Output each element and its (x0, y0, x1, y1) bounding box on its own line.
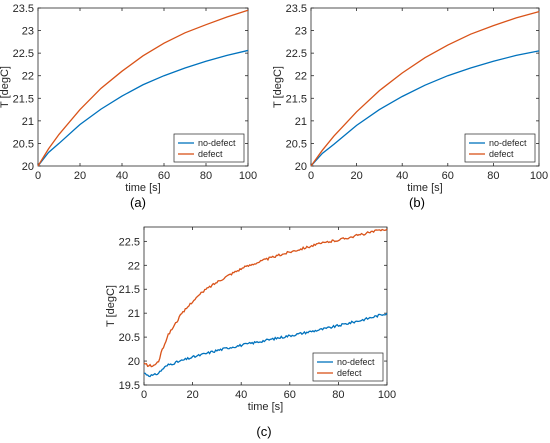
x-tick-label: 0 (35, 170, 41, 182)
y-tick-label: 22 (22, 71, 34, 83)
chart-panel-2: 0 20 40 60 80 100 19.5 20 20.5 21 21.5 22 22.5 time [… (105, 226, 396, 439)
legend-label: defect (489, 149, 514, 159)
series-line-defect (37, 9, 249, 167)
chart-panel-0: 0 20 40 60 80 1002020.52121.52222.52323.5time… (0, 3, 257, 210)
legend (312, 352, 384, 382)
y-axis-label: T [degC] (0, 66, 11, 108)
legend-label: defect (337, 368, 362, 378)
series-line-no-defect (37, 49, 249, 167)
y-tick-label: 19.5 (119, 380, 140, 392)
y-tick-label: 22 (128, 260, 140, 272)
y-tick-label: 20.5 (13, 138, 34, 150)
y-tick-label: 23.5 (286, 3, 307, 15)
x-tick-label: 100 (530, 170, 548, 182)
x-tick-label: 0 (141, 389, 147, 401)
x-tick-label: 40 (235, 389, 247, 401)
x-tick-label: 40 (116, 170, 128, 182)
y-tick-label: 20 (22, 161, 34, 173)
panel-caption: (a) (130, 195, 146, 210)
x-tick-label: 60 (284, 389, 296, 401)
x-tick-label: 80 (332, 389, 344, 401)
y-tick-label: 21 (295, 116, 307, 128)
x-tick-label: 60 (442, 170, 454, 182)
y-tick-label: 21 (128, 308, 140, 320)
x-axis-label: time [s] (407, 182, 442, 194)
y-tick-label: 23.5 (13, 3, 34, 15)
legend (173, 133, 245, 163)
y-tick-label: 20 (295, 161, 307, 173)
y-tick-label: 23 (22, 26, 34, 38)
y-tick-label: 21.5 (119, 284, 140, 296)
legend (464, 133, 536, 163)
chart-panel-1: 0 20 40 60 80 1002020.52121.52222.52323.5time… (272, 3, 548, 210)
y-tick-label: 20 (128, 356, 140, 368)
series-line-defect (310, 10, 540, 167)
legend-label: no-defect (198, 138, 236, 148)
x-tick-label: 100 (378, 389, 396, 401)
series-line-defect (143, 228, 388, 368)
legend-label: defect (198, 149, 223, 159)
panel-caption: (b) (409, 195, 425, 210)
x-axis-label: time [s] (125, 182, 160, 194)
y-axis-label: T [degC] (105, 285, 117, 327)
x-tick-label: 80 (200, 170, 212, 182)
x-tick-label: 60 (158, 170, 170, 182)
y-tick-label: 21.5 (286, 93, 307, 105)
x-axis-label: time [s] (248, 401, 283, 413)
y-tick-label: 22.5 (286, 48, 307, 60)
x-tick-label: 80 (487, 170, 499, 182)
x-tick-label: 0 (308, 170, 314, 182)
panel-caption: (c) (256, 424, 271, 439)
y-tick-label: 23 (295, 26, 307, 38)
legend-label: no-defect (337, 357, 375, 367)
x-tick-label: 20 (186, 389, 198, 401)
y-tick-label: 20.5 (119, 332, 140, 344)
y-tick-label: 22.5 (13, 48, 34, 60)
y-tick-label: 21 (22, 116, 34, 128)
series-line-no-defect (143, 312, 388, 378)
y-tick-label: 22.5 (119, 236, 140, 248)
x-tick-label: 20 (74, 170, 86, 182)
y-axis-label: T [degC] (272, 66, 284, 108)
legend-label: no-defect (489, 138, 527, 148)
y-tick-label: 22 (295, 71, 307, 83)
x-tick-label: 20 (350, 170, 362, 182)
x-tick-label: 100 (239, 170, 257, 182)
x-tick-label: 40 (396, 170, 408, 182)
y-tick-label: 21.5 (13, 93, 34, 105)
y-tick-label: 20.5 (286, 138, 307, 150)
series-line-no-defect (310, 50, 540, 167)
